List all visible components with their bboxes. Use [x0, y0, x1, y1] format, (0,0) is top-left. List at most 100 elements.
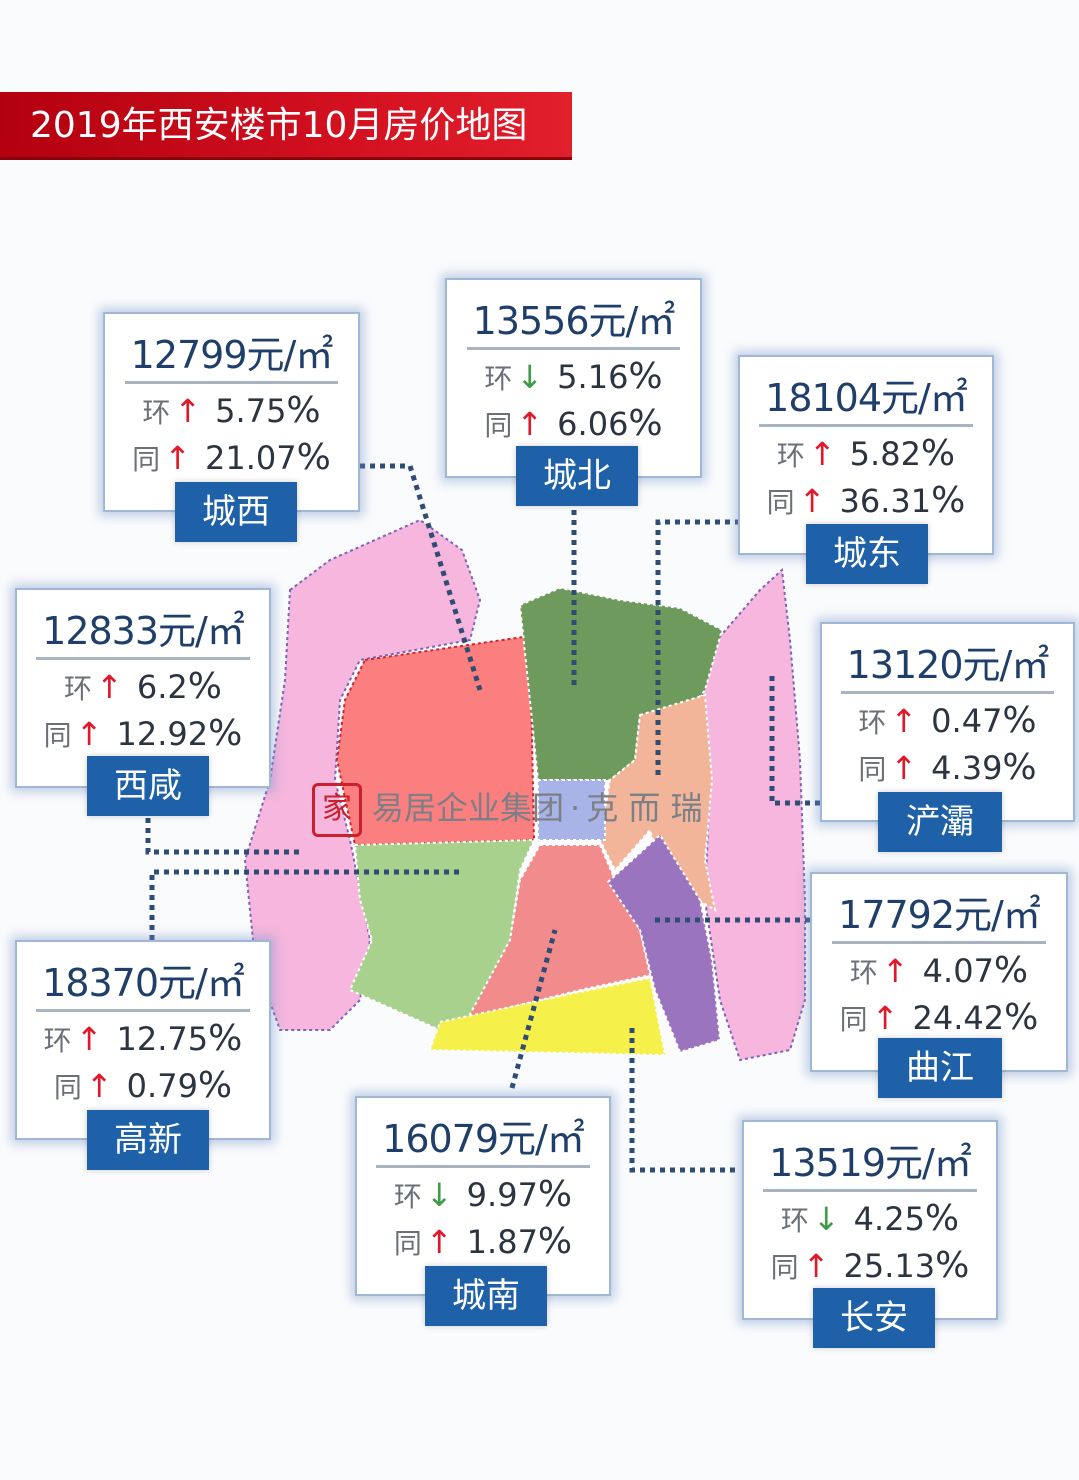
- card-xixian: 12833元/㎡ 环 ↑ 6.2% 同 ↑ 12.92%: [15, 588, 271, 788]
- region-chanba: [698, 567, 806, 1062]
- region-qujiang: [606, 833, 722, 1054]
- region-chengdong: [598, 693, 717, 913]
- price: 12799元/㎡: [124, 324, 339, 384]
- mom-row: 环 ↑ 5.82%: [740, 433, 992, 474]
- leader-lines: [145, 463, 820, 1173]
- yoy-arrow: ↑: [516, 405, 544, 443]
- mom-label: 环: [64, 672, 93, 705]
- mom-label: 环: [776, 439, 805, 472]
- yoy-label: 同: [132, 443, 161, 476]
- yoy-value: 21.07: [205, 439, 297, 477]
- yoy-value: 0.79: [126, 1067, 198, 1105]
- label-gaoxin: 高新: [87, 1110, 209, 1170]
- yoy-arrow: ↑: [871, 999, 899, 1037]
- yoy-label: 同: [858, 753, 887, 786]
- yoy-arrow: ↑: [798, 482, 826, 520]
- percent-sign: %: [924, 1198, 960, 1239]
- yoy-row: 同 ↑ 0.79%: [17, 1065, 269, 1106]
- watermark-dot: ·: [570, 789, 581, 827]
- leader-chengnan: [509, 929, 558, 1089]
- mom-arrow: ↑: [174, 392, 202, 430]
- mom-arrow: ↓: [425, 1176, 453, 1214]
- yoy-label: 同: [839, 1003, 868, 1036]
- region-changan: [428, 976, 667, 1057]
- yoy-value: 4.39: [931, 749, 1003, 787]
- card-chengnan: 16079元/㎡ 环 ↓ 9.97% 同 ↑ 1.87%: [355, 1096, 611, 1296]
- mom-value: 5.82: [849, 435, 921, 473]
- mom-row: 环 ↑ 4.07%: [812, 950, 1066, 991]
- yoy-label: 同: [484, 409, 513, 442]
- percent-sign: %: [187, 666, 222, 707]
- percent-sign: %: [920, 433, 956, 474]
- mom-label: 环: [849, 956, 878, 989]
- yoy-row: 同 ↑ 24.42%: [812, 997, 1066, 1038]
- percent-sign: %: [628, 403, 663, 444]
- yoy-arrow: ↑: [802, 1247, 830, 1285]
- watermark-company: 易居企业集团: [372, 789, 565, 827]
- yoy-label: 同: [43, 719, 72, 752]
- mom-value: 5.16: [557, 358, 629, 396]
- yoy-value: 36.31: [839, 482, 932, 520]
- label-qujiang: 曲江: [878, 1038, 1002, 1098]
- mom-arrow: ↑: [890, 702, 918, 740]
- percent-sign: %: [931, 480, 966, 521]
- percent-sign: %: [208, 713, 243, 754]
- card-gaoxin: 18370元/㎡ 环 ↑ 12.75% 同 ↑ 0.79%: [15, 940, 271, 1140]
- watermark-logo: 家: [312, 783, 362, 837]
- leader-changan: [629, 1025, 735, 1173]
- card-chanba: 13120元/㎡ 环 ↑ 0.47% 同 ↑ 4.39%: [820, 622, 1075, 822]
- region-xixian: [243, 518, 482, 1031]
- yoy-label: 同: [393, 1227, 422, 1260]
- leader-chengxi: [360, 463, 483, 691]
- mom-arrow: ↓: [516, 358, 544, 396]
- mom-value: 0.47: [931, 702, 1003, 740]
- yoy-value: 1.87: [466, 1223, 538, 1261]
- region-chengxi: [335, 634, 536, 847]
- label-changan: 长安: [813, 1288, 935, 1348]
- mom-value: 6.2: [136, 668, 188, 706]
- percent-sign: %: [1002, 700, 1037, 741]
- percent-sign: %: [286, 390, 321, 431]
- label-chengdong: 城东: [806, 524, 928, 584]
- label-xixian: 西咸: [87, 756, 209, 816]
- yoy-arrow: ↑: [85, 1067, 113, 1105]
- card-chengdong: 18104元/㎡ 环 ↑ 5.82% 同 ↑ 36.31%: [738, 355, 994, 555]
- mom-value: 5.75: [215, 392, 287, 430]
- yoy-arrow: ↑: [425, 1223, 453, 1261]
- yoy-label: 同: [766, 486, 795, 519]
- card-changan: 13519元/㎡ 环 ↓ 4.25% 同 ↑ 25.13%: [742, 1120, 998, 1320]
- label-chengxi: 城西: [175, 482, 297, 542]
- mom-label: 环: [484, 362, 513, 395]
- leader-xixian: [145, 818, 300, 855]
- mom-label: 环: [43, 1024, 72, 1057]
- region-center: [537, 779, 606, 841]
- page-title: 2019年西安楼市10月房价地图: [0, 92, 572, 160]
- label-chengbei: 城北: [516, 446, 638, 506]
- mom-label: 环: [393, 1180, 422, 1213]
- mom-value: 4.25: [853, 1200, 925, 1238]
- mom-arrow: ↑: [75, 1020, 103, 1058]
- yoy-value: 25.13: [843, 1247, 936, 1285]
- yoy-arrow: ↑: [890, 749, 918, 787]
- yoy-row: 同 ↑ 12.92%: [17, 713, 269, 754]
- price: 18104元/㎡: [759, 367, 973, 427]
- mom-label: 环: [142, 396, 171, 429]
- mom-arrow: ↑: [881, 952, 909, 990]
- label-chanba: 浐灞: [878, 792, 1002, 852]
- mom-row: 环 ↓ 5.16%: [447, 356, 700, 397]
- yoy-row: 同 ↑ 21.07%: [105, 437, 358, 478]
- percent-sign: %: [537, 1174, 573, 1215]
- yoy-arrow: ↑: [164, 439, 191, 477]
- yoy-row: 同 ↑ 25.13%: [744, 1245, 996, 1286]
- price: 13519元/㎡: [763, 1132, 977, 1192]
- yoy-label: 同: [770, 1251, 799, 1284]
- percent-sign: %: [537, 1221, 573, 1262]
- mom-row: 环 ↓ 9.97%: [357, 1174, 609, 1215]
- percent-sign: %: [197, 1065, 233, 1106]
- mom-row: 环 ↑ 6.2%: [17, 666, 269, 707]
- percent-sign: %: [208, 1018, 243, 1059]
- percent-sign: %: [993, 950, 1029, 991]
- yoy-value: 12.92: [116, 715, 209, 753]
- price: 13556元/㎡: [466, 290, 681, 350]
- leader-chengdong: [655, 519, 740, 780]
